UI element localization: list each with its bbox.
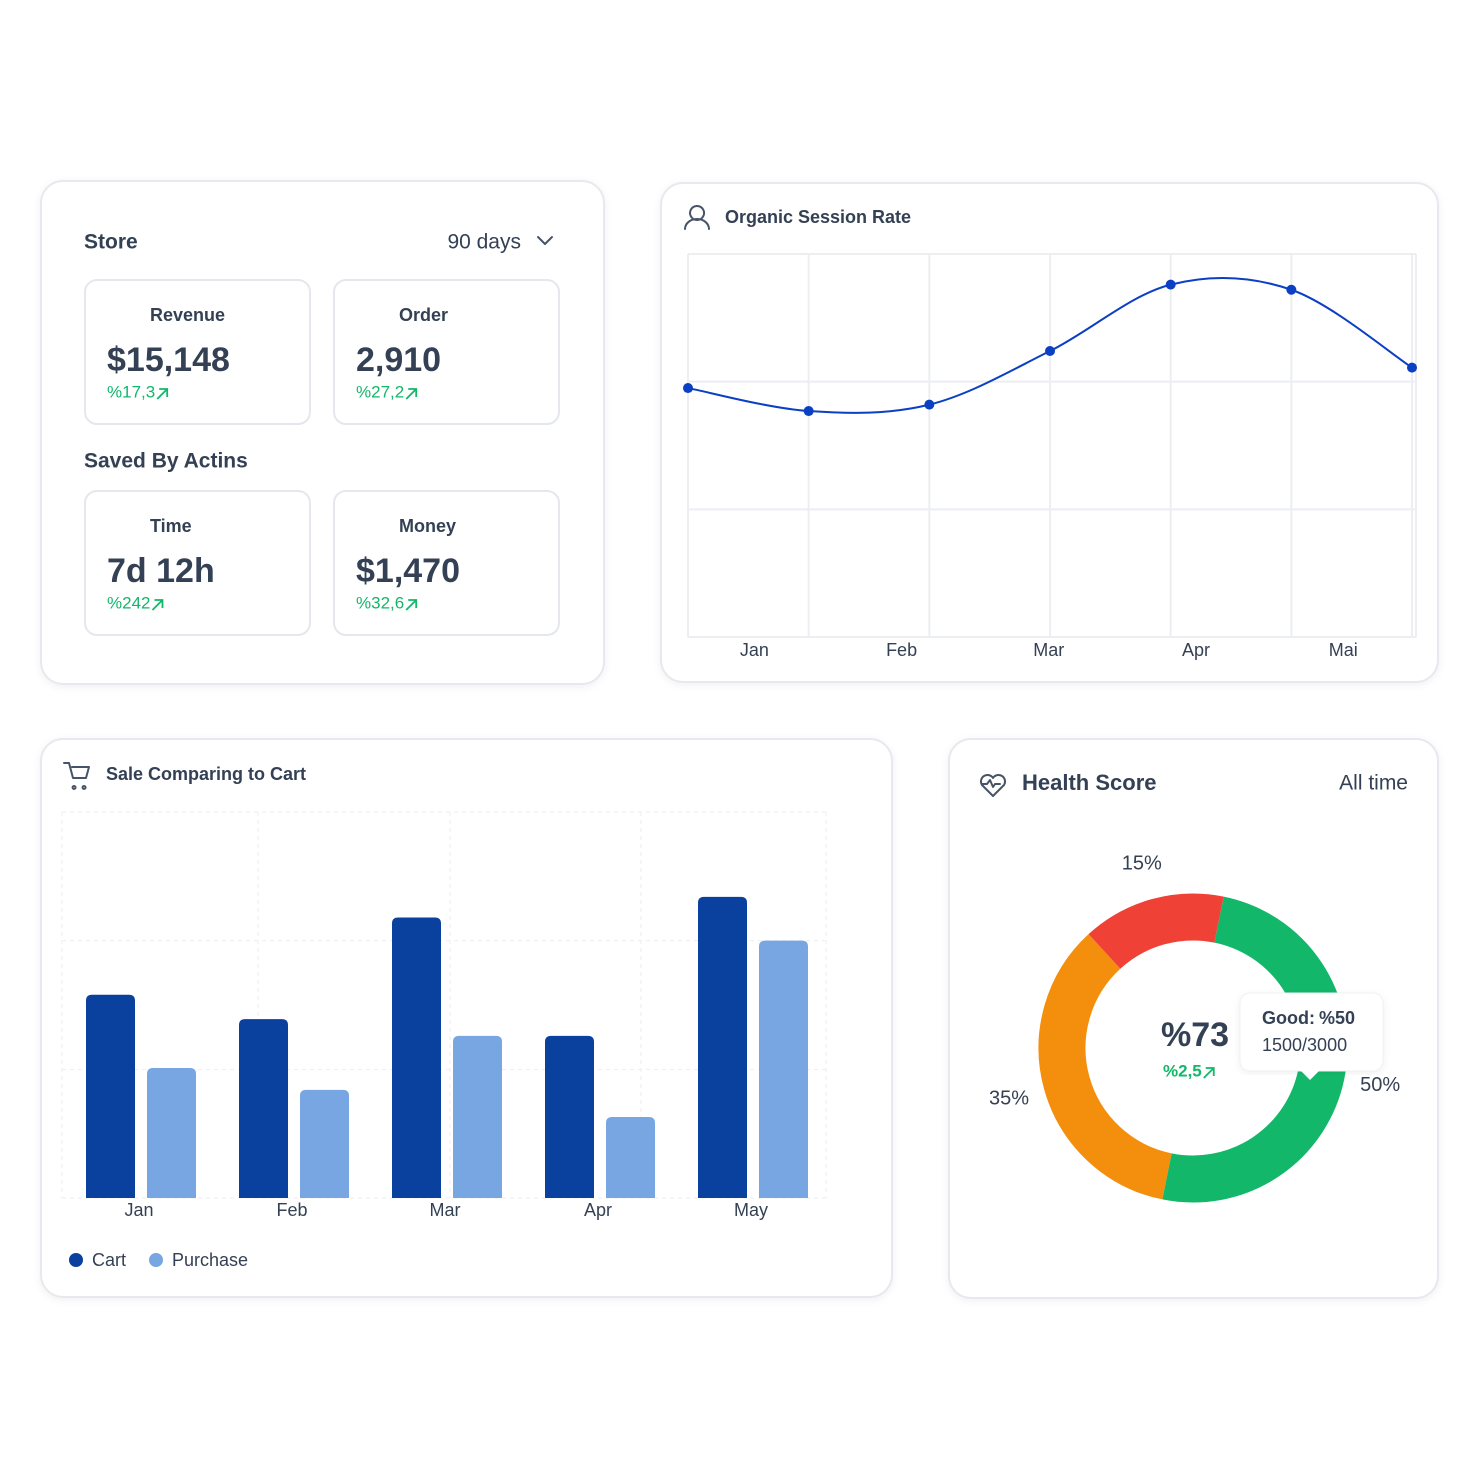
center-change: %2,5 [1163,1061,1202,1080]
metric-value: $1,470 [356,552,460,590]
segment-label: 50% [1360,1074,1400,1096]
legend-swatch [149,1253,164,1267]
chart-title: Sale Comparing to Cart [106,764,306,784]
trend-arrow [405,599,418,611]
bar [545,1035,594,1198]
bar [300,1089,349,1198]
user-icon [684,205,710,230]
cart-icon [63,762,90,790]
x-tick-label: Feb [886,640,917,660]
trend-arrow [405,388,418,400]
bar [759,940,808,1198]
bar [453,1035,502,1198]
bar [239,1019,288,1198]
legend-label: Purchase [172,1250,248,1270]
donut-segment [1038,934,1173,1200]
bar [86,994,135,1198]
legend-swatch [69,1253,83,1267]
x-tick-label: Jan [740,640,769,660]
tooltip-detail: 1500/3000 [1262,1035,1347,1055]
x-tick-label: May [734,1200,768,1220]
x-tick-label: Apr [584,1200,612,1220]
bar [147,1068,196,1198]
x-tick-label: Mar [1033,640,1064,660]
metric-label: Order [399,305,448,325]
tooltip-tip [1300,1070,1320,1080]
bar [698,896,747,1198]
x-tick-label: Mar [430,1200,461,1220]
section-title: Saved By Actins [84,450,248,473]
legend-label: Cart [92,1250,126,1270]
point [1286,284,1297,295]
tooltip-label: Good: [1262,1008,1315,1028]
x-tick-label: Apr [1182,640,1210,660]
metric-value: $15,148 [107,341,230,379]
point [683,383,693,394]
donut-segment [1162,896,1348,1203]
card-title: Store [84,231,138,254]
segment-label: 15% [1122,852,1162,874]
x-tick-label: Mai [1329,640,1358,660]
x-tick-label: Feb [276,1200,307,1220]
card [948,738,1439,1299]
donut-segment [1088,893,1224,970]
metric-value: 2,910 [356,341,441,379]
metric-box [84,279,311,425]
point [1407,362,1417,373]
metric-change: %242 [107,593,150,612]
metric-change: %32,6 [356,593,404,612]
metric-change: %17,3 [107,382,155,401]
tooltip-value: %50 [1319,1008,1355,1028]
metric-change: %27,2 [356,382,404,401]
metric-label: Time [150,516,192,536]
point [924,399,935,410]
metric-box [333,279,560,425]
tooltip [1239,992,1384,1072]
metric-box [333,490,560,636]
metric-value: 7d 12h [107,552,215,590]
point [1045,346,1055,357]
period-select[interactable]: 90 days [447,231,521,254]
trend-arrow [151,599,164,611]
bar [606,1116,655,1198]
chart-title: Health Score [1022,770,1157,795]
point [1165,279,1176,290]
bar [392,917,441,1198]
metric-label: Money [399,516,456,536]
heart-icon [979,773,1007,797]
x-tick-label: Jan [124,1200,153,1220]
health-card: Health Score All time [948,738,1439,1299]
metric-box [84,490,311,636]
trend-arrow [1203,1067,1215,1079]
point [803,406,814,417]
chart-title: Organic Session Rate [725,207,911,227]
segment-label: 35% [989,1087,1029,1109]
center-value: %73 [1161,1016,1229,1054]
chevron[interactable] [537,236,553,245]
metric-label: Revenue [150,305,225,325]
trend-arrow [156,388,169,400]
period: All time [1339,772,1408,795]
